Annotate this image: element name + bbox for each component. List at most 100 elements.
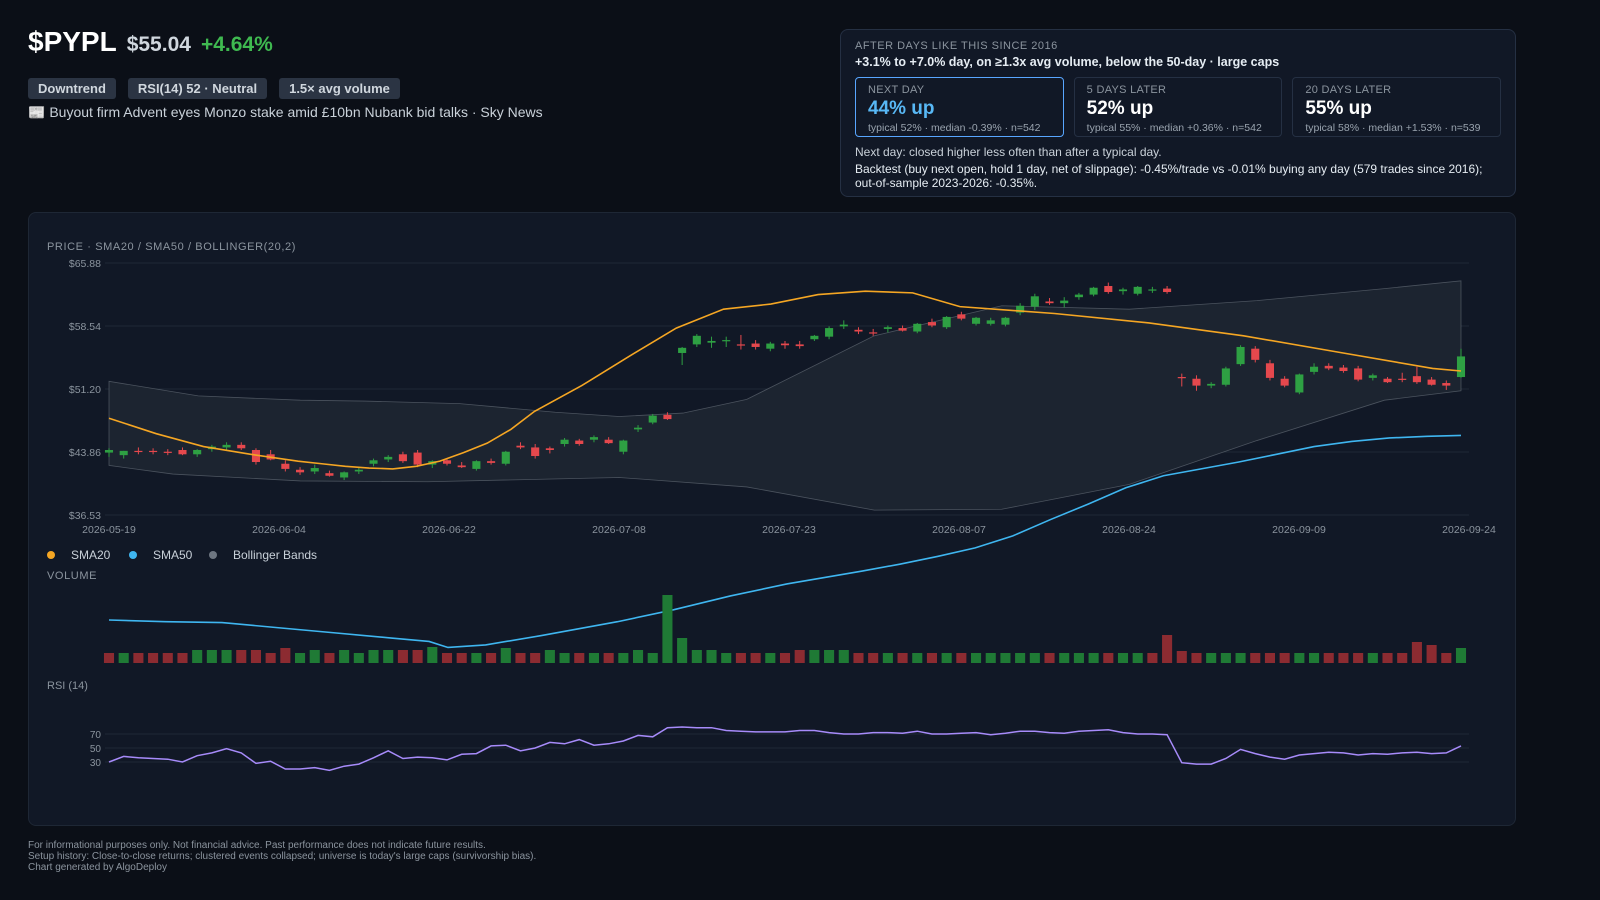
trend-badge: Downtrend bbox=[28, 78, 116, 99]
setup-title: AFTER DAYS LIKE THIS SINCE 2016 bbox=[855, 40, 1058, 52]
volume-bar bbox=[1455, 648, 1467, 663]
volume-bar bbox=[1176, 651, 1187, 663]
volume-bar bbox=[118, 653, 129, 663]
volume-bar bbox=[1132, 653, 1143, 663]
candle-body bbox=[1177, 377, 1186, 379]
price-tick-label: $65.88 bbox=[69, 258, 101, 270]
volume-bar bbox=[221, 650, 232, 663]
volume-bar bbox=[236, 650, 247, 663]
volume-badge: 1.5× avg volume bbox=[279, 78, 400, 99]
volume-bar bbox=[853, 653, 864, 663]
volume-bar bbox=[353, 653, 364, 663]
last-price: $55.04 bbox=[126, 33, 191, 56]
candle-body bbox=[457, 465, 466, 468]
volume-bar bbox=[324, 653, 335, 663]
candle-body bbox=[398, 454, 407, 462]
candle-body bbox=[1163, 288, 1172, 293]
candle-body bbox=[927, 322, 936, 326]
volume-bar bbox=[1015, 653, 1026, 663]
card-label: 5 DAYS LATER bbox=[1086, 84, 1167, 96]
candle-body bbox=[604, 439, 613, 444]
candle-body bbox=[869, 332, 878, 334]
candle-body bbox=[1251, 348, 1260, 360]
volume-bar bbox=[1147, 653, 1158, 663]
volume-bar bbox=[1367, 653, 1378, 663]
volume-bar bbox=[1235, 653, 1246, 663]
volume-bar bbox=[1264, 653, 1275, 663]
candle-body bbox=[413, 452, 422, 465]
legend-swatch bbox=[129, 551, 137, 559]
candle-body bbox=[898, 328, 907, 331]
volume-bar bbox=[1382, 653, 1393, 663]
candle-body bbox=[1001, 317, 1010, 325]
card-value: 44% up bbox=[868, 98, 935, 119]
volume-chart-title: VOLUME bbox=[47, 570, 97, 582]
candle-body bbox=[1412, 376, 1421, 383]
volume-bar bbox=[926, 653, 937, 663]
candle-body bbox=[736, 344, 745, 346]
ticker-header: $PYPL $55.04 +4.64% bbox=[28, 26, 273, 58]
candle-body bbox=[692, 335, 701, 345]
volume-bar bbox=[339, 650, 350, 663]
volume-bar bbox=[1000, 653, 1011, 663]
volume-bar bbox=[397, 650, 408, 663]
candle-body bbox=[575, 440, 584, 444]
volume-bar bbox=[1338, 653, 1349, 663]
candle-body bbox=[501, 451, 510, 464]
candle-body bbox=[1442, 383, 1451, 386]
candle-body bbox=[1427, 379, 1436, 385]
candle-body bbox=[325, 473, 334, 476]
candle-body bbox=[913, 323, 922, 332]
volume-bar bbox=[574, 653, 585, 663]
volume-bar bbox=[662, 595, 673, 663]
volume-bar bbox=[427, 647, 438, 663]
candle-body bbox=[1221, 368, 1230, 385]
volume-bar bbox=[824, 650, 835, 663]
candle-body bbox=[369, 460, 378, 464]
candle-body bbox=[1207, 383, 1216, 386]
volume-bar bbox=[677, 638, 688, 663]
news-headline[interactable]: 📰 Buyout firm Advent eyes Monzo stake am… bbox=[28, 104, 543, 120]
status-badges: Downtrend RSI(14) 52 · Neutral 1.5× avg … bbox=[28, 78, 400, 99]
volume-bar bbox=[588, 653, 599, 663]
candle-body bbox=[957, 314, 966, 319]
candle-body bbox=[178, 450, 187, 455]
candle-body bbox=[810, 335, 819, 340]
volume-bar bbox=[1073, 653, 1084, 663]
volume-bar bbox=[1191, 653, 1202, 663]
volume-bar bbox=[691, 650, 702, 663]
volume-bar bbox=[809, 650, 820, 663]
volume-bar bbox=[162, 653, 173, 663]
candle-body bbox=[119, 450, 128, 456]
card-value: 52% up bbox=[1086, 98, 1154, 119]
volume-bar bbox=[1441, 653, 1452, 663]
volume-bar bbox=[765, 653, 776, 663]
card-label: NEXT DAY bbox=[868, 84, 925, 96]
candle-body bbox=[1295, 374, 1304, 393]
candle-body bbox=[222, 444, 231, 448]
volume-bar bbox=[456, 653, 467, 663]
volume-bar bbox=[1279, 653, 1290, 663]
candle-body bbox=[1339, 367, 1348, 372]
candle-body bbox=[795, 344, 804, 347]
twenty-day-card: 20 DAYS LATER 55% up typical 58% · media… bbox=[1292, 77, 1502, 137]
candle-body bbox=[1368, 375, 1377, 378]
volume-bar bbox=[192, 650, 203, 663]
volume-bar bbox=[486, 653, 497, 663]
volume-bar bbox=[559, 653, 570, 663]
volume-bar bbox=[295, 653, 306, 663]
candle-body bbox=[472, 461, 481, 469]
candle-body bbox=[1133, 286, 1142, 294]
candle-body bbox=[589, 437, 598, 440]
sma20-line bbox=[108, 290, 1462, 470]
volume-bar bbox=[897, 653, 908, 663]
candle-body bbox=[766, 343, 775, 349]
candle-body bbox=[751, 343, 760, 347]
candle-body bbox=[545, 448, 554, 451]
candle-body bbox=[1060, 300, 1069, 304]
card-detail: typical 55% · median +0.36% · n=542 bbox=[1086, 122, 1262, 134]
volume-bar bbox=[1294, 653, 1305, 663]
candle-body bbox=[531, 447, 540, 457]
candle-body bbox=[825, 328, 834, 337]
card-value: 55% up bbox=[1305, 98, 1372, 119]
